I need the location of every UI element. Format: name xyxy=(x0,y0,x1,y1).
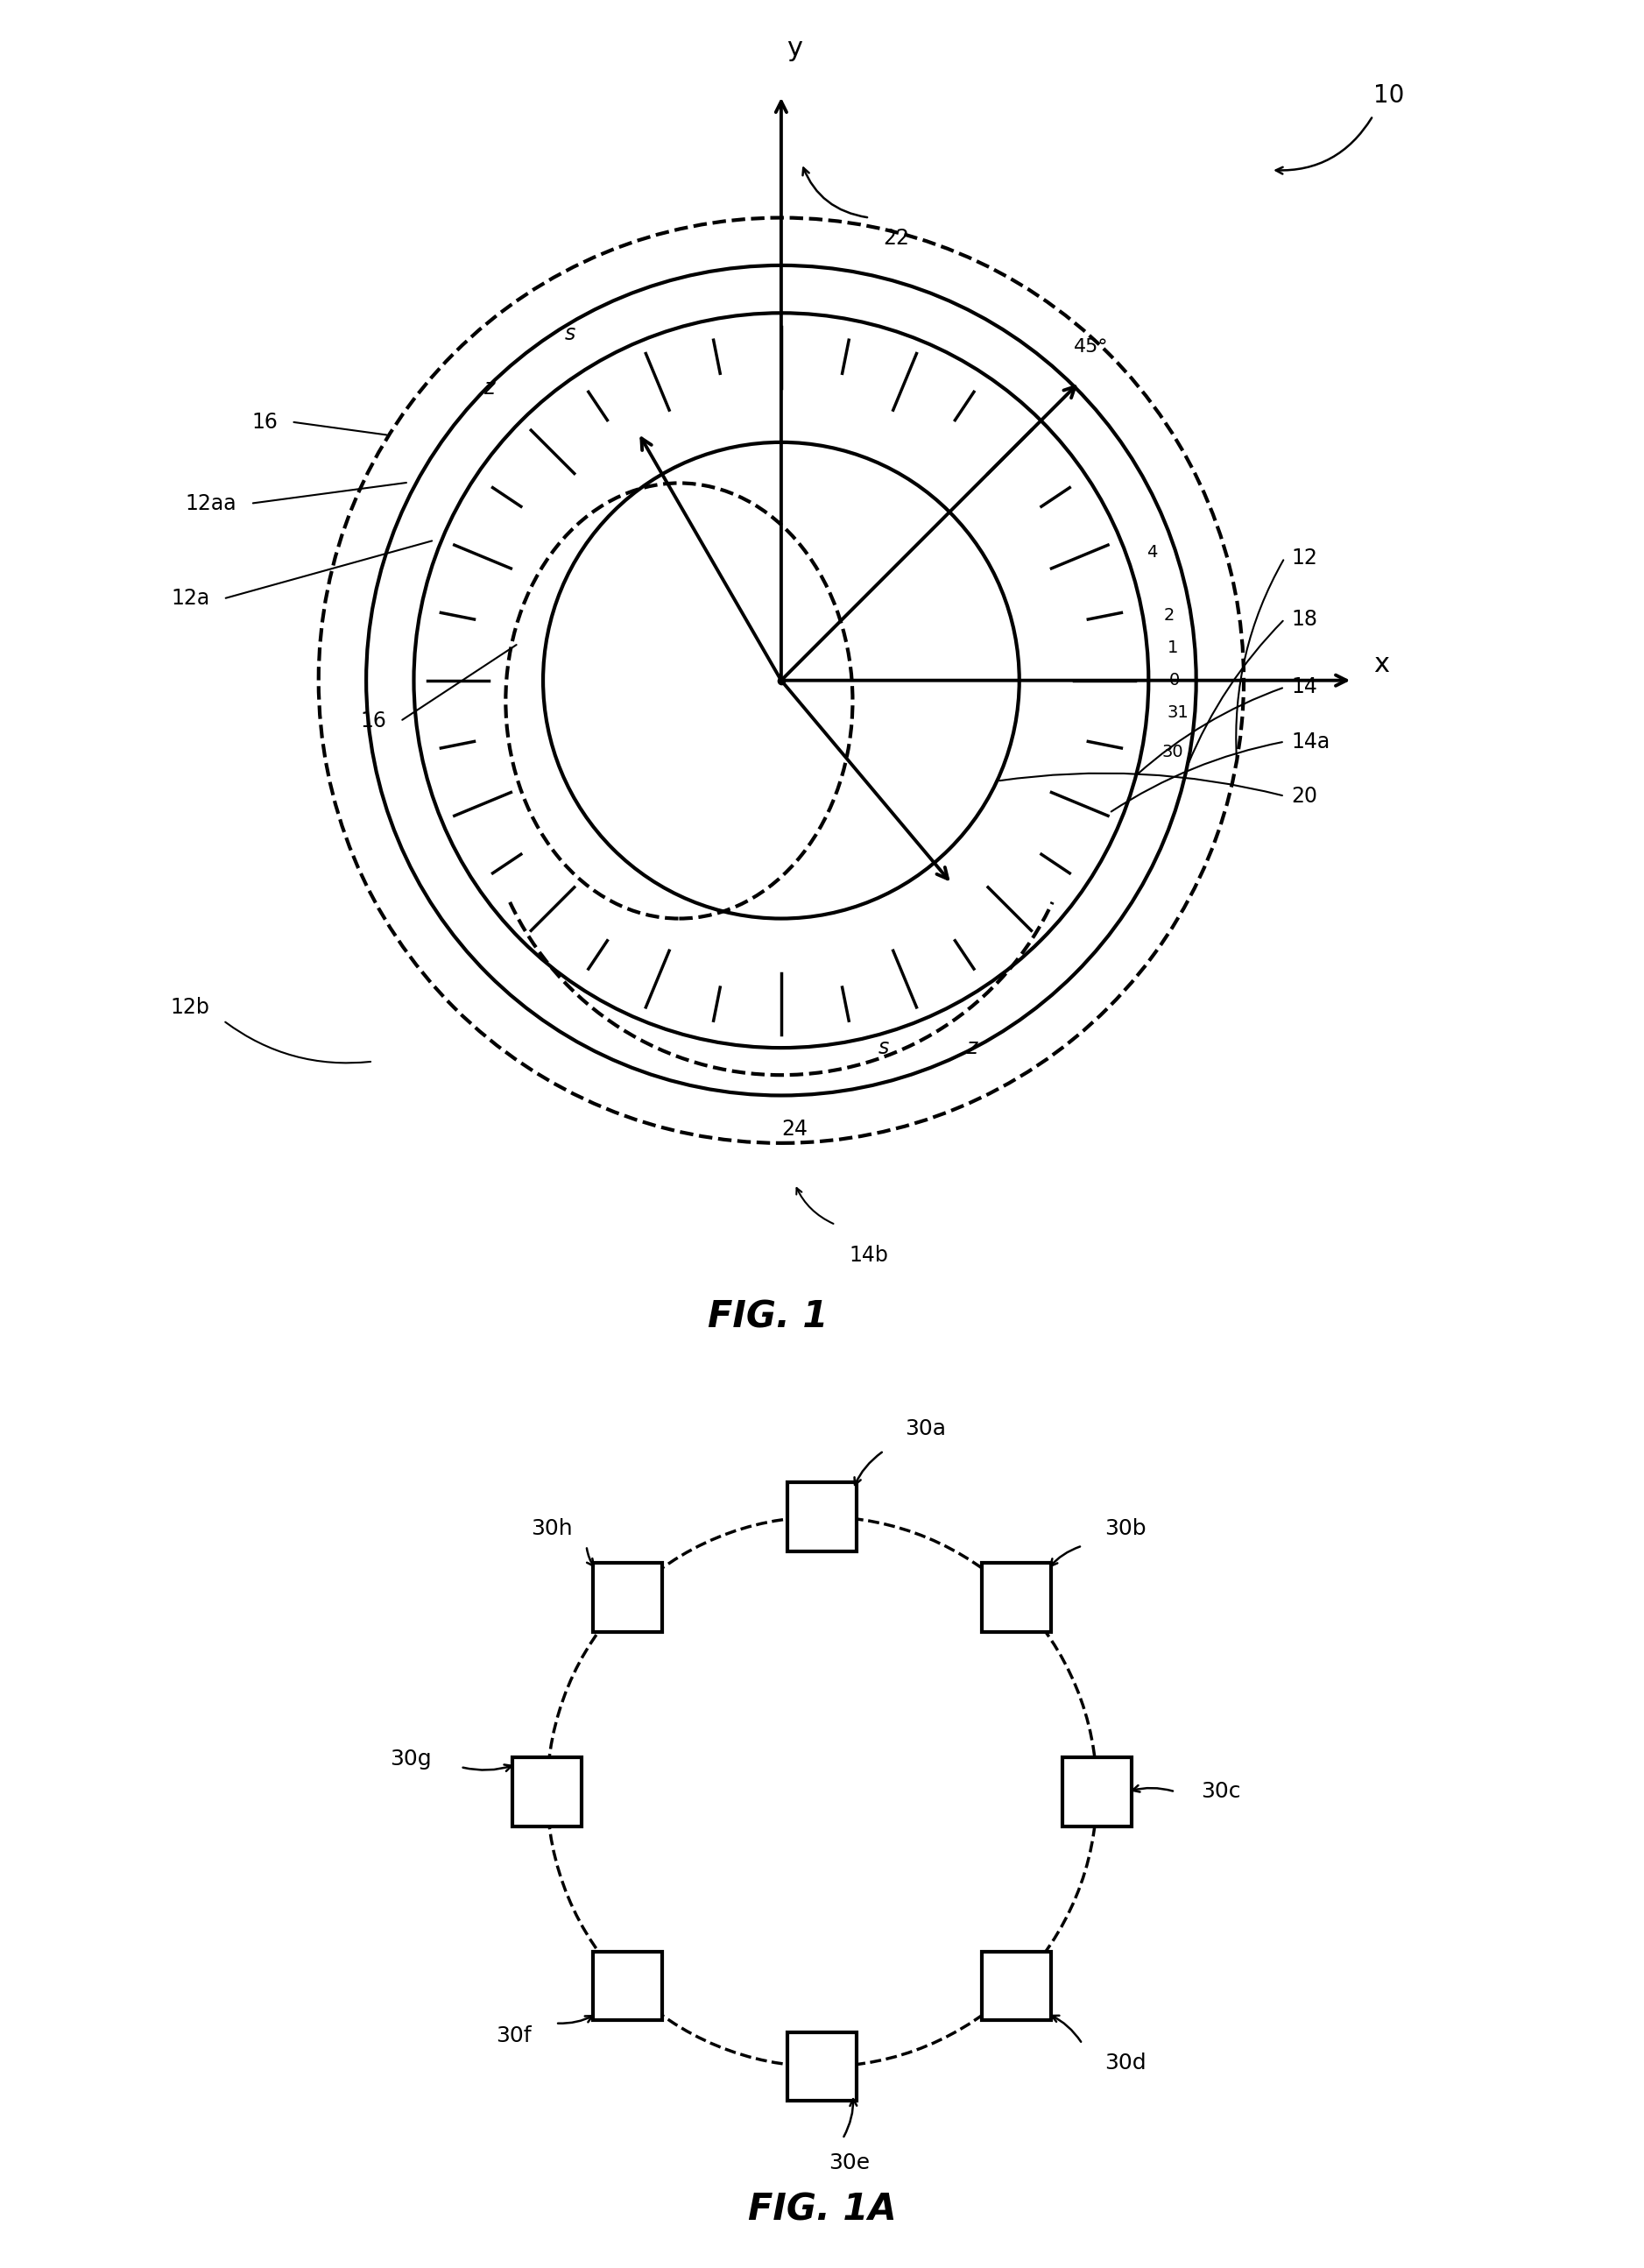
Bar xyxy=(513,1758,582,1826)
Text: 30c: 30c xyxy=(1202,1780,1241,1803)
Text: 16: 16 xyxy=(360,710,386,733)
Text: 14b: 14b xyxy=(850,1245,888,1266)
Bar xyxy=(787,2032,857,2100)
Text: 30e: 30e xyxy=(829,2152,870,2173)
Text: 0: 0 xyxy=(1169,671,1180,689)
Text: FIG. 1A: FIG. 1A xyxy=(748,2191,896,2227)
Text: 2: 2 xyxy=(1164,608,1174,624)
Text: 30b: 30b xyxy=(1105,1517,1146,1540)
Text: 30h: 30h xyxy=(531,1517,572,1540)
Text: 22: 22 xyxy=(883,227,909,249)
Text: 12a: 12a xyxy=(171,587,210,610)
Bar xyxy=(593,1953,663,2021)
Text: 1: 1 xyxy=(1167,640,1179,655)
Text: s: s xyxy=(878,1036,889,1059)
Text: 30: 30 xyxy=(1162,744,1184,760)
Text: z: z xyxy=(483,376,495,399)
Text: 24: 24 xyxy=(781,1118,807,1141)
Bar xyxy=(981,1563,1051,1631)
Text: 30a: 30a xyxy=(904,1418,945,1440)
Text: s: s xyxy=(566,322,575,345)
Text: 45°: 45° xyxy=(1074,338,1108,356)
Text: FIG. 1: FIG. 1 xyxy=(707,1300,827,1336)
Text: 10: 10 xyxy=(1373,84,1404,107)
Text: 14: 14 xyxy=(1292,676,1317,699)
Text: 30f: 30f xyxy=(496,2025,531,2046)
Text: 14a: 14a xyxy=(1292,730,1330,753)
Text: y: y xyxy=(787,36,802,61)
Text: 12aa: 12aa xyxy=(186,492,237,515)
Text: 16: 16 xyxy=(252,411,278,433)
Bar xyxy=(1062,1758,1131,1826)
Text: 12: 12 xyxy=(1292,547,1317,569)
Bar xyxy=(787,1483,857,1551)
Bar xyxy=(981,1953,1051,2021)
Text: 31: 31 xyxy=(1167,705,1189,721)
Text: 30g: 30g xyxy=(390,1749,432,1769)
Bar xyxy=(593,1563,663,1631)
Text: 30d: 30d xyxy=(1105,2053,1146,2073)
Text: 18: 18 xyxy=(1292,608,1318,631)
Text: z: z xyxy=(967,1036,977,1059)
Text: 20: 20 xyxy=(1292,785,1318,807)
Text: x: x xyxy=(1373,651,1389,676)
Text: 4: 4 xyxy=(1146,544,1157,560)
Text: 12b: 12b xyxy=(171,996,210,1018)
